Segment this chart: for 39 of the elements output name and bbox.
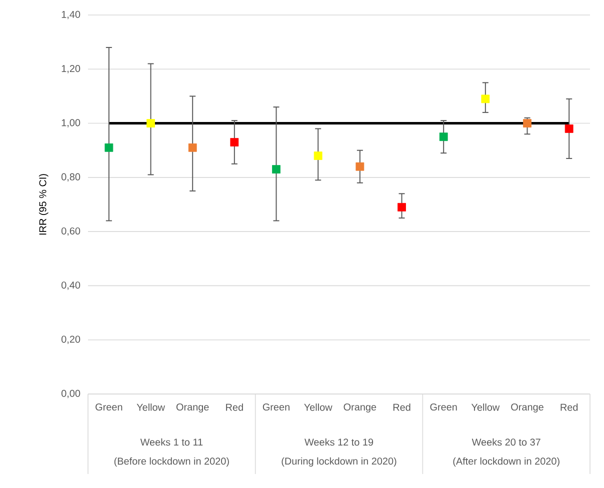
text: Weeks 1 to 11 xyxy=(140,438,203,446)
y-tick-label: 0,40 xyxy=(61,282,80,290)
x-tick-label: Yellow xyxy=(304,404,332,411)
x-tick-label: Yellow xyxy=(471,404,500,411)
point xyxy=(564,124,574,133)
x-tick-label: Yellow xyxy=(136,404,165,411)
point xyxy=(188,143,197,152)
text: (After lockdown in 2020) xyxy=(453,457,560,467)
text: Weeks 12 to 19 xyxy=(304,438,374,446)
point xyxy=(272,165,280,174)
point xyxy=(398,202,406,212)
point xyxy=(146,119,155,128)
point xyxy=(104,143,114,152)
x-tick-label: Orange xyxy=(511,404,544,413)
text: Weeks 20 to 37 xyxy=(472,438,540,446)
x-tick-label: Orange xyxy=(176,404,209,413)
y-tick-label: 0,80 xyxy=(61,173,80,182)
y-tick-label: 0,00 xyxy=(61,390,80,398)
x-tick-label: Red xyxy=(226,404,243,411)
x-tick-label: Red xyxy=(393,404,410,411)
x-tick-label: Green xyxy=(262,404,290,411)
y-tick-label: 0,20 xyxy=(61,336,80,344)
point xyxy=(230,138,239,146)
text: (Before lockdown in 2020) xyxy=(114,457,229,467)
point xyxy=(523,119,532,128)
x-tick-label: Red xyxy=(560,404,578,411)
y-tick-label: 1,40 xyxy=(62,10,80,20)
x-tick-label: Orange xyxy=(344,404,376,413)
point xyxy=(481,94,490,104)
y-tick-label: 1,00 xyxy=(62,119,80,128)
point xyxy=(439,132,448,142)
x-tick-label: Green xyxy=(430,404,457,411)
point xyxy=(314,152,322,160)
x-tick-label: Green xyxy=(96,404,122,411)
point xyxy=(356,162,364,171)
y-tick-label: 1,20 xyxy=(62,65,80,74)
y-tick-label: 0,60 xyxy=(61,227,80,236)
y-axis-title: IRR (95 % CI) xyxy=(38,174,48,235)
text: (During lockdown in 2020) xyxy=(282,457,396,467)
